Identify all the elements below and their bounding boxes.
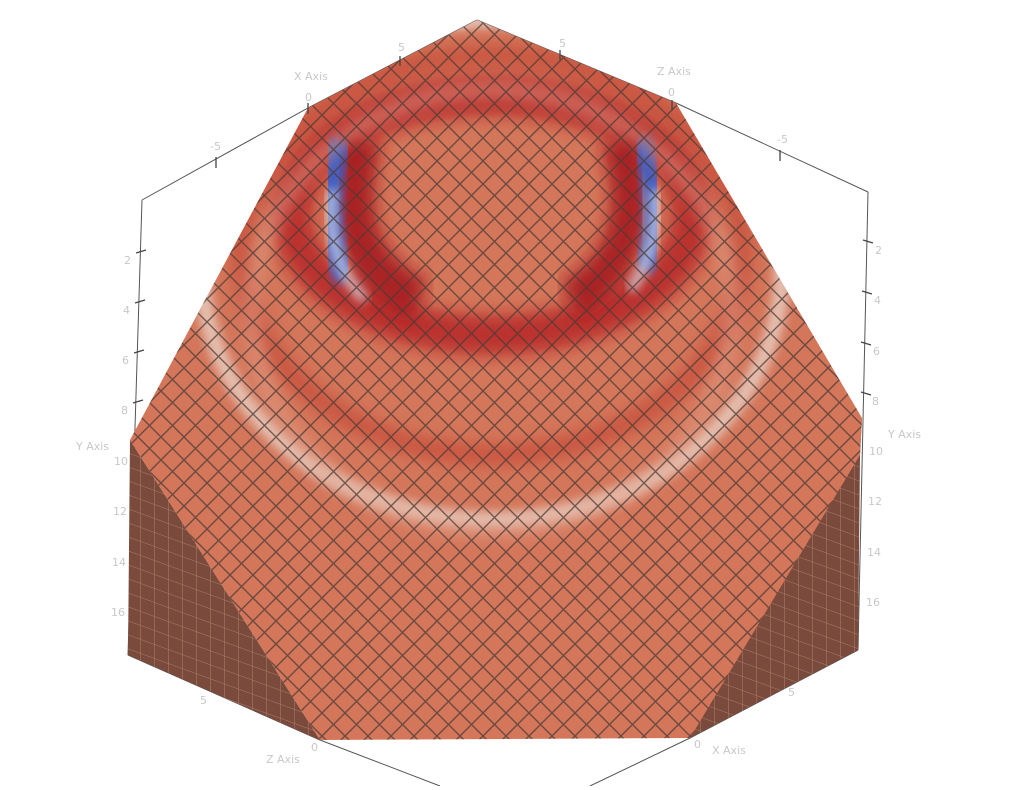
x-axis-top-ticks: -5 0 5 xyxy=(210,41,405,153)
x-tick-label: 0 xyxy=(694,738,701,751)
y-tick-label: 12 xyxy=(868,495,882,508)
x-tick-label: 5 xyxy=(398,41,405,54)
y-tick-label: 16 xyxy=(111,606,125,619)
z-tick-label: 0 xyxy=(668,86,675,99)
z-axis-title-top: Z Axis xyxy=(657,65,691,78)
y-axis-left-ticks: 2 4 6 8 10 12 14 16 xyxy=(111,254,131,619)
y-tick-label: 14 xyxy=(867,546,881,559)
x-tick-label: 5 xyxy=(788,686,795,699)
y-axis-right-ticks: 2 4 6 8 10 12 14 16 xyxy=(866,244,883,609)
bottom-axis-ticks: 5 0 0 5 xyxy=(200,686,795,754)
y-tick-label: 2 xyxy=(124,254,131,267)
y-tick-label: 16 xyxy=(866,596,880,609)
y-axis-title-right: Y Axis xyxy=(887,428,921,441)
y-tick-label: 12 xyxy=(113,505,127,518)
z-axis-title-bottom: Z Axis xyxy=(266,753,300,766)
y-tick-label: 10 xyxy=(869,445,883,458)
tick-marks xyxy=(132,50,874,404)
y-tick-label: 6 xyxy=(873,345,880,358)
x-axis-title-bottom: X Axis xyxy=(712,744,746,757)
y-axis-title-left: Y Axis xyxy=(75,440,109,453)
z-tick-label: -5 xyxy=(777,133,788,146)
z-tick-label: 5 xyxy=(559,37,566,50)
y-tick-label: 2 xyxy=(875,244,882,257)
y-tick-label: 8 xyxy=(872,395,879,408)
z-tick-label: 5 xyxy=(200,694,207,707)
y-tick-label: 8 xyxy=(121,404,128,417)
y-tick-label: 10 xyxy=(114,455,128,468)
y-tick-label: 4 xyxy=(874,294,881,307)
x-tick-label: -5 xyxy=(210,140,221,153)
y-tick-label: 6 xyxy=(122,354,129,367)
x-axis-title-top: X Axis xyxy=(294,70,328,83)
z-axis-top-ticks: 5 0 -5 xyxy=(559,37,788,146)
y-tick-label: 4 xyxy=(123,304,130,317)
left-side-face xyxy=(128,440,320,740)
z-tick-label: 0 xyxy=(311,741,318,754)
x-tick-label: 0 xyxy=(305,91,312,104)
y-tick-label: 14 xyxy=(112,556,126,569)
